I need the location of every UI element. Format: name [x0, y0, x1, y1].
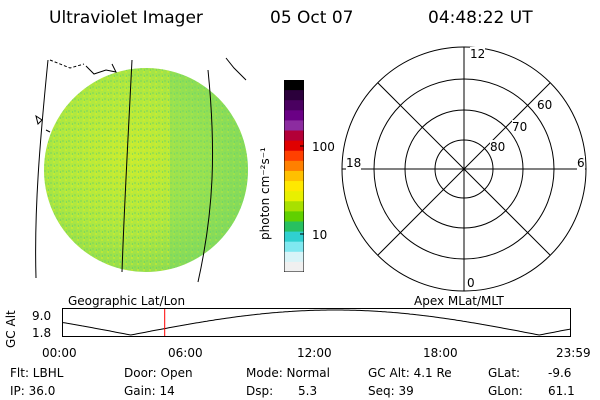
polar-label-6: 6 — [577, 156, 585, 170]
header-date: 05 Oct 07 — [270, 8, 354, 28]
altplot-xtick-0600: 06:00 — [168, 346, 203, 360]
colorbar — [284, 80, 304, 272]
altplot-ymin: 1.8 — [32, 326, 52, 340]
polar-label-12: 12 — [470, 47, 486, 61]
colorbar-gradient — [284, 80, 304, 272]
colorbar-stripe — [284, 160, 304, 172]
colorbar-label: photon cm⁻²s⁻¹ — [258, 147, 272, 240]
info-glon-label: GLon: — [488, 384, 523, 398]
info-dsp-label: Dsp: — [246, 384, 274, 398]
colorbar-stripe — [284, 261, 304, 272]
earth-image — [35, 57, 248, 283]
altplot-xtick-1200: 12:00 — [297, 346, 332, 360]
altitude-curve — [62, 309, 572, 336]
colorbar-stripe — [284, 221, 304, 233]
info-door: Door: Open — [124, 366, 193, 380]
info-glat-value: -9.6 — [548, 366, 572, 380]
info-dsp-value: 5.3 — [298, 384, 318, 398]
info-flt: Flt: LBHL — [10, 366, 64, 380]
colorbar-stripe — [284, 231, 304, 243]
info-mode: Mode: Normal — [246, 366, 330, 380]
colorbar-stripe — [284, 110, 304, 121]
polar-lat-60: 60 — [537, 98, 553, 112]
colorbar-stripe — [284, 100, 304, 111]
colorbar-stripe — [284, 130, 304, 142]
polar-grid — [341, 46, 587, 292]
info-glon-value: 61.1 — [548, 384, 575, 398]
info-ip: IP: 36.0 — [10, 384, 56, 398]
polar-label-18: 18 — [346, 156, 362, 170]
altplot-xtick-2359: 23:59 — [556, 346, 591, 360]
colorbar-stripe — [284, 181, 304, 192]
colorbar-tick-10: 10 — [312, 228, 328, 242]
colorbar-stripe — [284, 170, 304, 182]
colorbar-stripe — [284, 201, 304, 212]
altplot-ylabel: GC Alt — [4, 310, 18, 348]
header-time: 04:48:22 UT — [428, 8, 533, 28]
header-title: Ultraviolet Imager — [49, 8, 203, 28]
left-map-label: Geographic Lat/Lon — [68, 294, 186, 308]
altplot-xtick-1800: 18:00 — [423, 346, 458, 360]
polar-lat-80: 80 — [490, 140, 506, 154]
colorbar-stripe — [284, 191, 304, 202]
altitude-plot — [62, 308, 572, 337]
colorbar-stripe — [284, 120, 304, 132]
polar-lat-70: 70 — [512, 120, 528, 134]
colorbar-stripe — [284, 211, 304, 222]
colorbar-stripe — [284, 80, 304, 91]
right-map-label: Apex MLat/MLT — [414, 294, 504, 308]
colorbar-tick-100: 100 — [312, 140, 335, 154]
polar-label-0: 0 — [467, 276, 475, 290]
colorbar-stripe — [284, 241, 304, 253]
info-gcalt: GC Alt: 4.1 Re — [368, 366, 452, 380]
altplot-xtick-0000: 00:00 — [42, 346, 77, 360]
info-seq: Seq: 39 — [368, 384, 414, 398]
info-gain: Gain: 14 — [124, 384, 175, 398]
info-glat-label: GLat: — [488, 366, 521, 380]
colorbar-stripe — [284, 140, 304, 152]
altplot-ymax: 9.0 — [32, 309, 52, 323]
colorbar-stripe — [284, 90, 304, 101]
colorbar-stripe — [284, 251, 304, 263]
colorbar-stripe — [284, 150, 304, 162]
